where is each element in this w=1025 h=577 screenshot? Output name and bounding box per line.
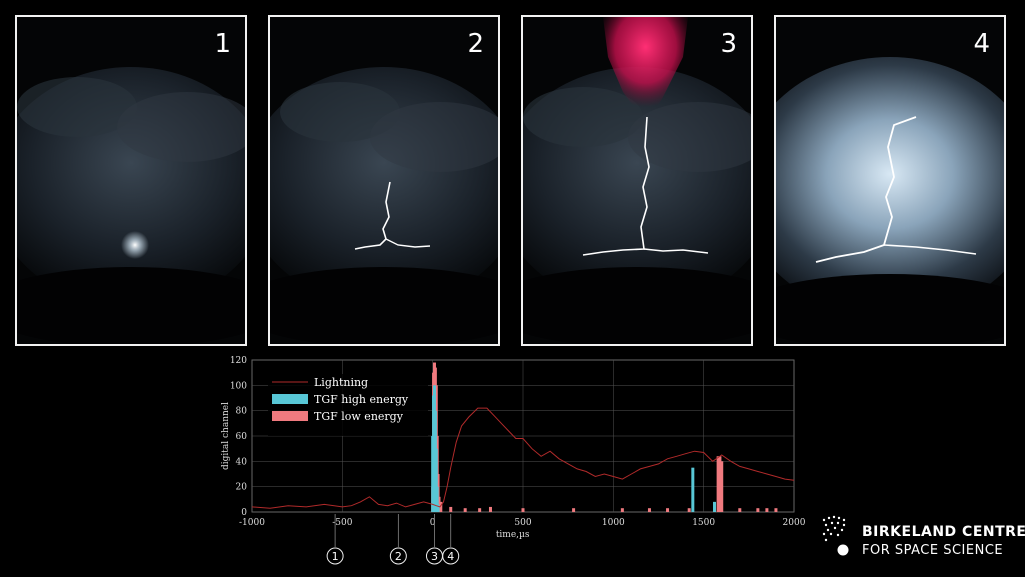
tgf-low-bar bbox=[666, 508, 670, 512]
lightning-bolt bbox=[815, 116, 917, 263]
flash-icon bbox=[121, 231, 149, 259]
tgf-low-bar bbox=[687, 508, 691, 512]
tgf-low-bar bbox=[488, 506, 492, 512]
tgf-high-bar bbox=[434, 448, 438, 512]
panel-number: 3 bbox=[720, 29, 737, 59]
tgf-low-bar bbox=[765, 508, 769, 512]
x-tick-label: 1500 bbox=[692, 518, 715, 528]
tgf-low-bar bbox=[647, 508, 651, 512]
logo-mark-icon bbox=[822, 515, 849, 556]
logo-line-2: FOR SPACE SCIENCE bbox=[862, 543, 1004, 558]
legend-lightning: Lightning bbox=[314, 376, 368, 389]
x-tick-label: 2000 bbox=[783, 518, 806, 528]
marker-circle bbox=[389, 547, 407, 565]
tgf-high-bar bbox=[691, 467, 695, 512]
y-tick-label: 40 bbox=[236, 457, 248, 467]
marker-label: 3 bbox=[431, 550, 438, 563]
y-tick-label: 120 bbox=[230, 356, 247, 366]
tgf-high-bar bbox=[713, 501, 717, 512]
tgf-low-bar bbox=[620, 508, 624, 512]
birkeland-logo: BIRKELAND CENTRE FOR SPACE SCIENCE bbox=[818, 512, 1025, 562]
y-tick-label: 20 bbox=[236, 483, 248, 493]
marker-label: 2 bbox=[395, 550, 402, 563]
y-tick-label: 100 bbox=[230, 381, 247, 391]
storm-illustration-2 bbox=[270, 17, 498, 344]
tgf-low-bar bbox=[439, 501, 443, 512]
tgf-low-bar bbox=[449, 506, 453, 512]
tgf-low-bar bbox=[756, 508, 760, 512]
tgf-chart: -1000 -500 0 500 1000 1500 2000 0 20 40 60 80 100 120… bbox=[221, 356, 806, 565]
legend-box bbox=[268, 374, 428, 436]
x-tick-label: 500 bbox=[514, 518, 531, 528]
x-tick-label: -1000 bbox=[239, 518, 265, 528]
storm-illustration-4 bbox=[776, 17, 1004, 344]
tgf-low-bar bbox=[720, 461, 724, 512]
tgf-low-bar bbox=[718, 456, 722, 512]
lightning-series-line bbox=[251, 407, 795, 509]
x-tick-label: -500 bbox=[332, 518, 352, 528]
y-axis-label: digital channel bbox=[221, 402, 231, 470]
tgf-high-bar bbox=[435, 486, 439, 512]
tgf-low-bar bbox=[774, 508, 778, 512]
panel-1: 1 bbox=[15, 15, 247, 346]
y-tick-label: 0 bbox=[241, 508, 247, 518]
panel-number: 2 bbox=[467, 29, 484, 59]
panel-2: 2 bbox=[268, 15, 500, 346]
lightning-bolt bbox=[354, 181, 391, 250]
panel-4: 4 bbox=[774, 15, 1006, 346]
storm-illustration-1 bbox=[17, 17, 245, 344]
upward-jet bbox=[603, 17, 688, 117]
marker-label: 1 bbox=[332, 550, 339, 563]
logo-line-1: BIRKELAND CENTRE bbox=[862, 524, 1025, 540]
panel-3: 3 bbox=[521, 15, 753, 346]
legend-tgf-low: TGF low energy bbox=[314, 410, 404, 423]
tgf-low-bar bbox=[716, 456, 720, 512]
tgf-low-bar bbox=[572, 508, 576, 512]
tgf-low-bar bbox=[478, 508, 482, 512]
marker-circle bbox=[442, 547, 460, 565]
y-tick-label: 80 bbox=[236, 407, 248, 417]
marker-label: 4 bbox=[447, 550, 454, 563]
legend-tgf-high: TGF high energy bbox=[314, 393, 409, 406]
marker-circle bbox=[326, 547, 344, 565]
tgf-low-bar bbox=[738, 508, 742, 512]
panel-number: 4 bbox=[973, 29, 990, 59]
x-tick-label: 0 bbox=[430, 518, 436, 528]
x-axis-label: time,µs bbox=[496, 530, 530, 540]
tgf-high-bar bbox=[436, 504, 440, 512]
panel-number: 1 bbox=[214, 29, 231, 59]
x-tick-label: 1000 bbox=[602, 518, 625, 528]
y-tick-label: 60 bbox=[236, 432, 248, 442]
legend-high-swatch bbox=[272, 394, 308, 404]
lightning-bolt bbox=[582, 116, 650, 256]
storm-illustration-3 bbox=[523, 17, 751, 344]
tgf-low-bar bbox=[521, 508, 525, 512]
tgf-low-bar bbox=[463, 508, 467, 512]
legend-low-swatch bbox=[272, 411, 308, 421]
